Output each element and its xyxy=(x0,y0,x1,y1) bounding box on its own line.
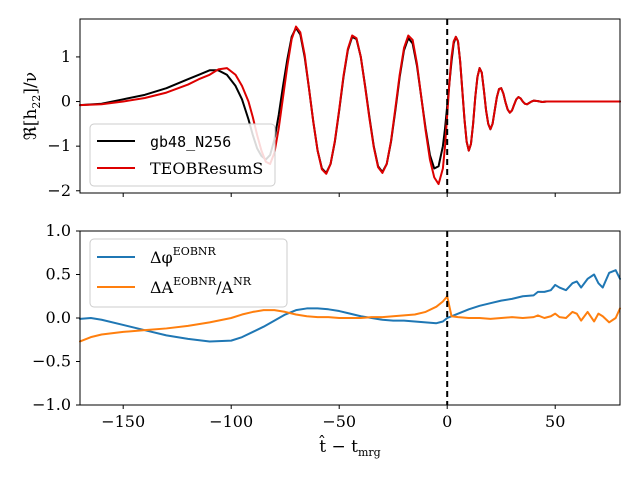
bottom-series-line-0 xyxy=(79,269,621,343)
top-legend-box xyxy=(89,123,276,187)
bottom-series-line-1 xyxy=(79,295,621,343)
bottom-xtick-label: −50 xyxy=(322,412,356,431)
bottom-xtick-label: 0 xyxy=(442,412,452,431)
top-ytick-label: 0 xyxy=(61,92,71,111)
bottom-xtick-label: −150 xyxy=(101,412,145,431)
bottom-ytick-label: −0.5 xyxy=(32,352,71,371)
top-ylabel: ℜ[h22]/ν xyxy=(21,72,43,140)
bottom-xtick-label: 50 xyxy=(545,412,565,431)
top-ytick-label: 1 xyxy=(61,47,71,66)
top-panel: −2 −1 0 1 ℜ[h22]/ν gb48_N256 TEOBResumS xyxy=(21,18,621,200)
bottom-xtick-label: −100 xyxy=(209,412,253,431)
bottom-ytick-label: 1.0 xyxy=(46,221,71,240)
legend-label-teob: TEOBResumS xyxy=(150,159,263,178)
top-ytick-label: −2 xyxy=(47,181,71,200)
top-ytick-label: −1 xyxy=(47,136,71,155)
bottom-legend-box xyxy=(89,238,288,308)
bottom-ytick-label: −1.0 xyxy=(32,395,71,414)
legend-label-gb48: gb48_N256 xyxy=(150,133,231,151)
legend-label-dphi: ΔφEOBNR xyxy=(150,245,217,267)
bottom-legend: ΔφEOBNR ΔAEOBNR/ANR xyxy=(89,238,288,308)
legend-label-damp: ΔAEOBNR/ANR xyxy=(150,275,252,297)
bottom-panel: −1.0 −0.5 0.0 0.5 1.0 −150 −100 −50 0 50 t̂ − tm… xyxy=(32,221,621,459)
bottom-ytick-label: 0.0 xyxy=(46,308,71,327)
top-series-line-1 xyxy=(79,25,621,186)
top-legend: gb48_N256 TEOBResumS xyxy=(89,123,276,187)
bottom-xlabel: t̂ − tmrg xyxy=(319,435,381,459)
bottom-ytick-label: 0.5 xyxy=(46,265,71,284)
top-frame xyxy=(79,18,621,194)
